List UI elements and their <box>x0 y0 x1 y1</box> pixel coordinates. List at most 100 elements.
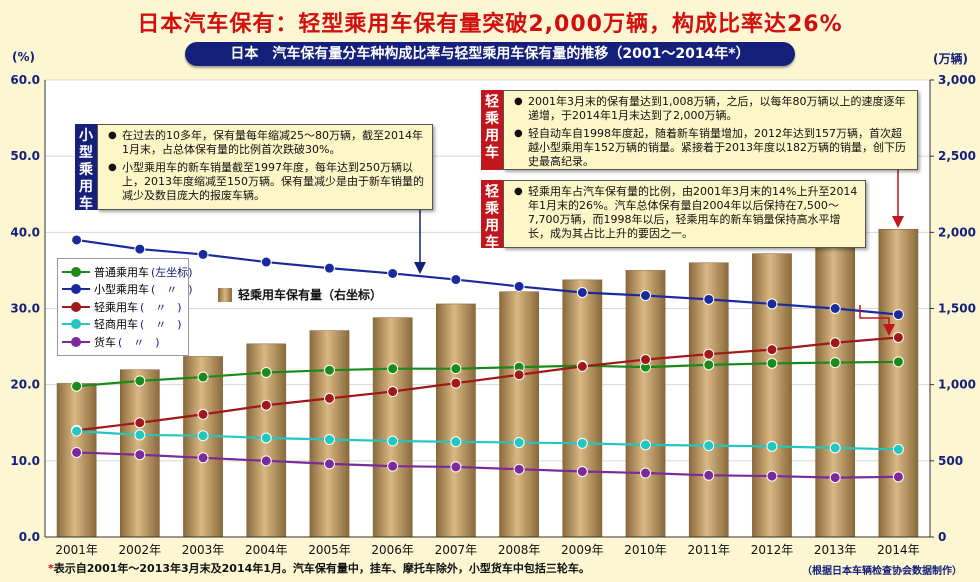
series-point <box>640 467 652 479</box>
series-point <box>197 452 209 464</box>
bar <box>183 356 223 538</box>
legend-label: 普通乘用车 <box>94 265 149 279</box>
series-point <box>323 458 335 470</box>
bar <box>815 241 856 538</box>
series-point <box>71 234 83 246</box>
series-point <box>703 440 715 452</box>
series-point <box>703 348 715 360</box>
right-tick-label: 3,000 <box>938 73 976 87</box>
series-point <box>513 280 525 292</box>
series-point <box>892 309 904 321</box>
series-line <box>76 238 899 316</box>
series-point <box>71 380 83 392</box>
series-point <box>766 357 778 369</box>
legend-swatch-icon <box>62 336 90 347</box>
x-tick-label: 2014年 <box>877 543 920 557</box>
series-point <box>387 435 399 447</box>
bar <box>625 270 666 538</box>
x-tick-label: 2004年 <box>245 543 288 557</box>
series-point <box>766 470 778 482</box>
series-point <box>134 375 146 387</box>
series-point <box>892 356 904 368</box>
x-tick-label: 2012年 <box>751 543 794 557</box>
kei-ratio-note-tag: 轻乘用车 <box>481 180 503 251</box>
legend-label: 轻商用车 <box>94 318 138 332</box>
series-point <box>387 460 399 472</box>
left-tick-label: 40.0 <box>10 225 40 239</box>
series-point <box>766 344 778 356</box>
series-line <box>76 360 899 388</box>
x-tick-label: 2008年 <box>498 543 541 557</box>
series-point <box>197 371 209 383</box>
series-point <box>450 461 462 473</box>
series-point <box>829 357 841 369</box>
legend-axis-hint: (左坐标) <box>151 265 193 279</box>
x-tick-label: 2011年 <box>687 543 730 557</box>
bar <box>878 229 919 538</box>
series-point <box>892 443 904 455</box>
series-point <box>260 366 272 378</box>
series-point <box>323 364 335 376</box>
x-tick-label: 2007年 <box>435 543 478 557</box>
left-tick-label: 0.0 <box>19 530 40 544</box>
legend-item: 轻乘用车( 〃 ) <box>62 298 184 316</box>
legend-item: 货车( 〃 ) <box>62 333 184 351</box>
kei-bar-note-tag: 轻乘用车 <box>481 90 503 170</box>
legend-swatch-icon <box>62 284 90 295</box>
series-point <box>387 386 399 398</box>
bar <box>56 383 97 538</box>
x-tick-label: 2001年 <box>55 543 98 557</box>
left-tick-label: 30.0 <box>10 302 40 316</box>
bar <box>372 317 413 538</box>
source-note: （根据日本车辆检查协会数据制作） <box>802 566 962 577</box>
legend-axis-hint: ( 〃 ) <box>140 300 182 314</box>
legend-swatch-icon <box>62 266 90 277</box>
bar-legend: 轻乘用车保有量（右坐标） <box>218 286 382 303</box>
right-tick-label: 2,500 <box>938 149 976 163</box>
left-tick-label: 20.0 <box>10 378 40 392</box>
series-point <box>387 267 399 279</box>
kei-ratio-note-arrow <box>859 305 895 336</box>
series-point <box>450 377 462 389</box>
series-point <box>197 248 209 260</box>
bar <box>562 279 603 538</box>
series-point <box>197 408 209 420</box>
legend-label: 轻乘用车 <box>94 300 138 314</box>
series-point <box>640 354 652 366</box>
series-point <box>640 290 652 302</box>
legend-axis-hint: ( 〃 ) <box>118 335 160 349</box>
right-tick-label: 0 <box>938 530 946 544</box>
x-tick-label: 2005年 <box>308 543 351 557</box>
right-tick-label: 500 <box>938 454 963 468</box>
series-point <box>513 437 525 449</box>
x-tick-label: 2013年 <box>814 543 857 557</box>
right-tick-label: 1,500 <box>938 302 976 316</box>
legend-item: 小型乘用车( 〃 ) <box>62 281 193 299</box>
series-line <box>76 430 899 451</box>
series-point <box>260 455 272 467</box>
footnote: *表示自2001年～2013年3月末及2014年1月。汽车保有量中，挂车、摩托车… <box>48 560 590 576</box>
series-point <box>323 392 335 404</box>
series-point <box>576 437 588 449</box>
series-point <box>576 287 588 299</box>
series-point <box>829 303 841 314</box>
series-point <box>513 369 525 381</box>
series-point <box>703 469 715 481</box>
x-tick-label: 2006年 <box>371 543 414 557</box>
bar-swatch-icon <box>218 287 232 302</box>
series-point <box>576 360 588 372</box>
legend-label: 货车 <box>94 335 116 349</box>
bar <box>309 330 350 538</box>
bar <box>688 262 729 538</box>
series-line <box>76 451 899 479</box>
series-point <box>450 436 462 448</box>
bar <box>752 253 792 538</box>
bar-legend-label: 轻乘用车保有量（右坐标） <box>238 288 383 302</box>
right-tick-label: 2,000 <box>938 225 976 239</box>
bar <box>436 303 476 538</box>
x-tick-label: 2010年 <box>624 543 667 557</box>
x-tick-label: 2002年 <box>119 543 162 557</box>
series-point <box>260 399 272 411</box>
left-tick-label: 50.0 <box>10 149 40 163</box>
